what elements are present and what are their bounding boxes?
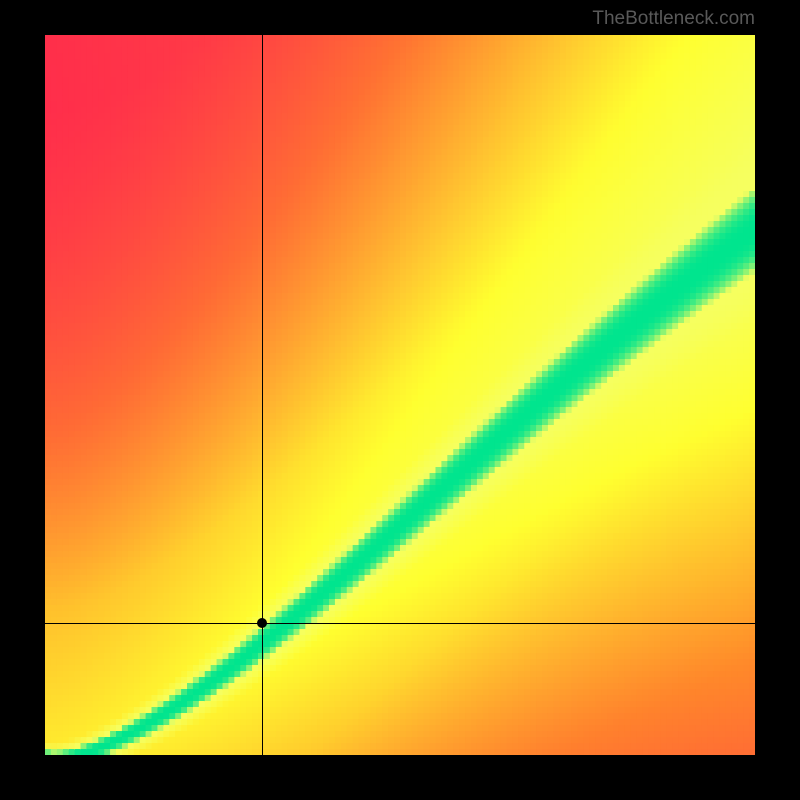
bottleneck-heatmap	[45, 35, 755, 755]
crosshair-marker	[257, 618, 267, 628]
crosshair-vertical	[262, 35, 263, 755]
heatmap-canvas	[45, 35, 755, 755]
watermark-text: TheBottleneck.com	[592, 8, 755, 30]
crosshair-horizontal	[45, 623, 755, 624]
